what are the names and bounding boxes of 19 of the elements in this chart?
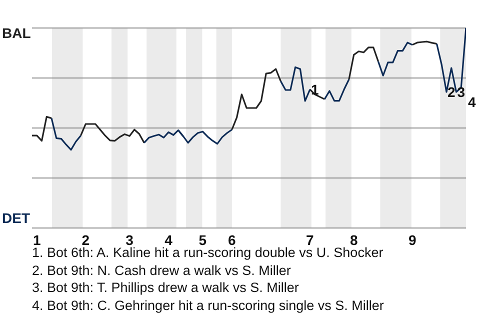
x-tick-label: 2 [82,232,90,248]
x-tick-label: 3 [126,232,134,248]
text: 2. Bot 9th: N. Cash drew a walk vs S. Miller [32,262,292,279]
x-tick-label: 9 [408,232,416,248]
x-tick-label: 6 [228,232,236,248]
text: 4. Bot 9th: C. Gehringer hit a run-scoring single vs S. Miller [32,296,384,314]
annotation: 2 [447,84,456,100]
x-tick-label: 4 [164,232,173,248]
annotation: 3 [457,84,466,100]
x-tick-label: 1 [32,232,41,248]
x-tick-label: 5 [198,232,207,248]
text: 1. Bot 6th: A. Kaline hit a run-scoring double vs U. Shocker [32,245,384,262]
annotation: 1 [310,81,319,98]
x-tick-label: 7 [306,232,314,248]
text: 3. Bot 9th: T. Phillips drew a walk vs S. Miller [32,279,300,296]
text: BAL [2,25,31,41]
x-tick-label: 8 [350,232,358,248]
text: DET [2,210,30,226]
text: 4 [468,94,476,110]
